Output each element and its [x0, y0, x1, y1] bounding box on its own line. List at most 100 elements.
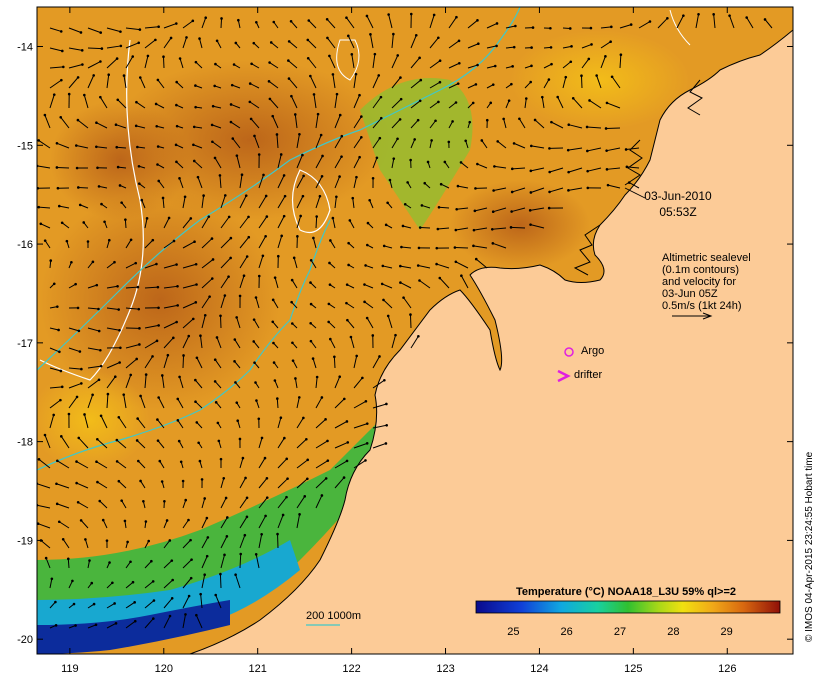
velocity-arrow-head-icon [236, 419, 240, 422]
velocity-arrow-head-icon [203, 313, 207, 317]
velocity-arrow-head-icon [196, 175, 200, 179]
velocity-arrow-head-icon [97, 378, 101, 382]
velocity-arrow-head-icon [265, 215, 269, 218]
velocity-arrow [201, 315, 206, 329]
velocity-arrow [455, 261, 469, 269]
velocity-arrow [236, 155, 241, 169]
velocity-arrow [290, 95, 298, 109]
velocity-arrow [84, 414, 89, 429]
velocity-arrow [258, 515, 267, 529]
velocity-arrow-head-icon [301, 153, 304, 157]
velocity-arrow-head-icon [511, 65, 514, 68]
velocity-arrow-head-icon [218, 174, 222, 177]
velocity-arrow-head-icon [318, 194, 322, 198]
velocity-arrow [239, 516, 248, 529]
velocity-arrow-head-icon [175, 263, 178, 266]
velocity-arrow [676, 15, 684, 29]
velocity-arrow [254, 135, 260, 149]
velocity-arrow [329, 240, 336, 249]
velocity-arrow-head-icon [96, 166, 99, 170]
velocity-arrow [194, 379, 203, 389]
velocity-arrow-head-icon [239, 552, 243, 556]
velocity-arrow-head-icon [347, 241, 350, 245]
velocity-arrow [253, 341, 260, 349]
velocity-arrow [144, 580, 154, 589]
velocity-arrow-head-icon [605, 168, 609, 171]
velocity-arrow-head-icon [79, 31, 83, 34]
velocity-arrow-head-icon [170, 596, 174, 600]
velocity-arrow-head-icon [434, 119, 437, 123]
velocity-arrow [182, 355, 185, 369]
velocity-arrow-head-icon [245, 255, 249, 258]
velocity-arrow [56, 142, 70, 149]
velocity-arrow-head-icon [366, 221, 370, 225]
velocity-arrow-head-icon [235, 401, 239, 404]
velocity-arrow [530, 207, 545, 211]
velocity-arrow-head-icon [252, 340, 256, 343]
velocity-arrow-head-icon [586, 149, 589, 153]
velocity-arrow-head-icon [548, 190, 551, 194]
velocity-arrow-head-icon [255, 399, 258, 402]
velocity-arrow [353, 177, 357, 189]
plot-frame [36, 6, 794, 655]
velocity-arrow-head-icon [347, 34, 350, 38]
lat-tick-label: -17 [17, 338, 33, 350]
velocity-arrow-head-icon [267, 80, 271, 83]
velocity-arrow [512, 187, 526, 193]
velocity-arrow-head-icon [248, 82, 252, 85]
velocity-arrow [448, 62, 460, 69]
velocity-arrow [125, 620, 136, 629]
altimetry-line-4: 03-Jun 05Z [662, 288, 718, 300]
velocity-arrow-head-icon [279, 153, 283, 156]
velocity-arrow [87, 327, 100, 332]
velocity-arrow [155, 103, 165, 109]
velocity-arrow [353, 137, 362, 149]
velocity-arrow [372, 424, 387, 429]
velocity-arrow-head-icon [272, 361, 276, 364]
velocity-arrow [201, 259, 214, 269]
velocity-arrow-head-icon [493, 64, 497, 68]
velocity-arrow-head-icon [340, 155, 343, 158]
velocity-arrow [49, 578, 53, 589]
velocity-arrow-head-icon [348, 219, 352, 222]
velocity-arrow-head-icon [56, 186, 60, 190]
velocity-arrow [144, 340, 158, 349]
velocity-arrow [310, 260, 317, 269]
velocity-arrow-head-icon [123, 519, 127, 523]
velocity-arrow-head-icon [71, 579, 74, 583]
velocity-arrow-head-icon [198, 459, 202, 463]
velocity-arrow [619, 54, 622, 69]
velocity-arrow-head-icon [409, 12, 413, 16]
altimetry-legend: Altimetric sealevel (0.1m contours) and … [662, 252, 751, 320]
velocity-arrow [486, 65, 496, 69]
velocity-arrow [258, 236, 267, 249]
velocity-arrow-head-icon [56, 305, 59, 308]
velocity-arrow-head-icon [135, 439, 139, 442]
velocity-arrow-head-icon [273, 379, 277, 382]
velocity-arrow-head-icon [70, 260, 73, 264]
velocity-arrow [87, 27, 101, 34]
velocity-arrow-head-icon [418, 56, 421, 60]
velocity-arrow [401, 246, 412, 249]
velocity-arrow [76, 145, 89, 149]
velocity-arrow-head-icon [219, 457, 223, 461]
velocity-arrow-head-icon [177, 439, 181, 443]
velocity-arrow-head-icon [368, 198, 371, 202]
velocity-arrow-head-icon [400, 245, 403, 249]
velocity-arrow-head-icon [380, 282, 384, 286]
velocity-arrow [125, 374, 132, 389]
velocity-arrow-head-icon [309, 74, 312, 78]
velocity-arrow-head-icon [471, 101, 475, 105]
velocity-arrow [123, 75, 127, 89]
velocity-arrow [163, 579, 174, 589]
velocity-arrow-head-icon [436, 227, 440, 231]
velocity-arrow-head-icon [728, 14, 731, 17]
velocity-arrow-head-icon [265, 496, 269, 499]
velocity-arrow [448, 16, 457, 29]
velocity-arrow [372, 117, 382, 129]
velocity-arrow-head-icon [37, 139, 40, 142]
velocity-arrow [83, 94, 89, 109]
velocity-arrow [334, 421, 348, 429]
velocity-arrow-head-icon [107, 73, 111, 77]
velocity-arrow-head-icon [195, 356, 199, 360]
